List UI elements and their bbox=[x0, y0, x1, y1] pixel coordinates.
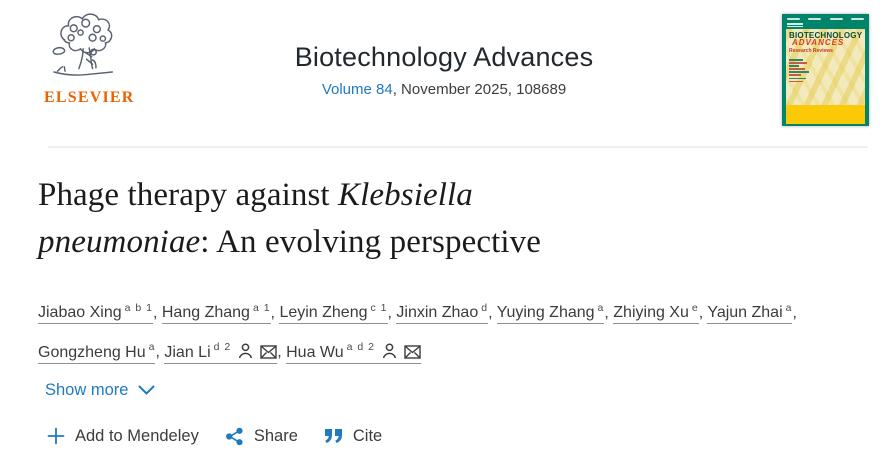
add-to-mendeley-button[interactable]: Add to Mendeley bbox=[47, 427, 199, 446]
author-list: Jiabao Xing a b 1, Hang Zhang a 1, Leyin Z… bbox=[38, 291, 843, 370]
author: Hang Zhang a 1 bbox=[161, 302, 271, 325]
author-link[interactable]: Yajun Zhai a bbox=[707, 302, 793, 325]
author-name: Yajun Zhai bbox=[707, 304, 783, 322]
author-name: Leyin Zheng bbox=[279, 304, 368, 322]
volume-link[interactable]: Volume 84 bbox=[321, 81, 393, 98]
author-name: Jian Li bbox=[164, 343, 211, 361]
author-affiliation-sup: a b 1 bbox=[124, 302, 153, 314]
author: Jiabao Xing a b 1 bbox=[38, 302, 153, 325]
cover-editor-text-bars bbox=[789, 59, 809, 84]
author-name: Gongzheng Hu bbox=[38, 343, 146, 361]
journal-cover-thumbnail[interactable]: BIOTECHNOLOGY ADVANCES Research Reviews bbox=[782, 14, 869, 126]
action-bar: Add to Mendeley Share Cite bbox=[47, 427, 888, 446]
corresponding-email-icon[interactable] bbox=[260, 344, 277, 359]
author-affiliation-sup: a 1 bbox=[252, 302, 271, 314]
chevron-down-icon bbox=[138, 385, 155, 396]
author-affiliation-sup: a bbox=[597, 302, 605, 314]
author-link[interactable]: Jian Li d 2 bbox=[164, 341, 278, 364]
cover-yellow-band bbox=[786, 105, 865, 124]
author-name: Hua Wu bbox=[286, 343, 344, 361]
author-affiliation-sup: d bbox=[481, 302, 489, 314]
author-affiliation-sup: e bbox=[691, 302, 699, 314]
title-text-tail: : An evolving perspective bbox=[200, 224, 541, 260]
author: Jian Li d 2 bbox=[164, 341, 278, 364]
journal-title-block: Biotechnology Advances Volume 84, Novemb… bbox=[0, 0, 888, 98]
header-divider bbox=[48, 146, 868, 148]
journal-header: ELSEVIER Biotechnology Advances Volume 8… bbox=[0, 0, 888, 148]
corresponding-email-icon[interactable] bbox=[404, 344, 421, 359]
author: Yajun Zhai a bbox=[707, 302, 793, 325]
author-link[interactable]: Yuying Zhang a bbox=[496, 302, 605, 325]
author-profile-icon[interactable] bbox=[382, 343, 397, 359]
elsevier-logo[interactable]: ELSEVIER bbox=[44, 12, 135, 107]
author: Gongzheng Hu a bbox=[38, 341, 156, 364]
quote-icon bbox=[324, 428, 343, 444]
author-name: Jiabao Xing bbox=[38, 304, 122, 322]
author-separator: , bbox=[387, 304, 397, 322]
author-name: Zhiying Xu bbox=[613, 304, 689, 322]
cover-journal-title: BIOTECHNOLOGY bbox=[789, 31, 863, 40]
author-separator: , bbox=[792, 304, 797, 322]
plus-icon bbox=[47, 427, 65, 445]
show-more-label: Show more bbox=[45, 380, 129, 399]
author-separator: , bbox=[604, 304, 614, 322]
cite-button[interactable]: Cite bbox=[324, 427, 382, 446]
author-link[interactable]: Gongzheng Hu a bbox=[38, 341, 156, 364]
author-affiliation-sup: a bbox=[148, 341, 156, 354]
author-separator: , bbox=[270, 304, 280, 322]
cover-mini-text-bars bbox=[787, 23, 869, 27]
author-link[interactable]: Jiabao Xing a b 1 bbox=[38, 302, 153, 325]
author-separator: , bbox=[698, 304, 708, 322]
elsevier-wordmark: ELSEVIER bbox=[44, 89, 135, 106]
cite-label: Cite bbox=[352, 426, 383, 445]
author-name: Hang Zhang bbox=[161, 304, 250, 322]
article-title: Phage therapy against Klebsiella pneumon… bbox=[38, 172, 618, 266]
title-text: Phage therapy against bbox=[38, 177, 339, 213]
author-link[interactable]: Hua Wu a d 2 bbox=[286, 341, 421, 364]
author-separator: , bbox=[488, 304, 497, 322]
author-profile-icon[interactable] bbox=[238, 343, 253, 359]
article-header: Phage therapy against Klebsiella pneumon… bbox=[0, 172, 888, 446]
add-to-mendeley-label: Add to Mendeley bbox=[75, 426, 199, 445]
author-affiliation-sup: a bbox=[785, 302, 793, 314]
author-link[interactable]: Hang Zhang a 1 bbox=[161, 302, 271, 325]
issue-info: , November 2025, 108689 bbox=[392, 81, 567, 98]
title-italic-species: Klebsiella pneumoniae bbox=[38, 177, 473, 260]
cover-tagline: Research Reviews bbox=[789, 48, 833, 54]
cover-top-text-bars bbox=[782, 14, 869, 22]
author: Leyin Zheng c 1 bbox=[279, 302, 388, 325]
author-affiliation-sup: d 2 bbox=[213, 341, 232, 354]
author-name: Yuying Zhang bbox=[496, 304, 595, 322]
share-button[interactable]: Share bbox=[225, 427, 298, 446]
author-name: Jinxin Zhao bbox=[396, 304, 479, 322]
journal-name-link[interactable]: Biotechnology Advances bbox=[294, 42, 594, 72]
author-affiliation-sup: c 1 bbox=[370, 302, 388, 314]
author: Hua Wu a d 2 bbox=[286, 341, 421, 364]
share-icon bbox=[225, 427, 244, 446]
author-separator: , bbox=[155, 343, 165, 361]
author-link[interactable]: Jinxin Zhao d bbox=[396, 302, 489, 325]
elsevier-tree-icon bbox=[45, 13, 123, 88]
author-separator: , bbox=[152, 304, 162, 322]
author-link[interactable]: Zhiying Xu e bbox=[613, 302, 699, 325]
share-label: Share bbox=[253, 426, 298, 445]
volume-line: Volume 84, November 2025, 108689 bbox=[0, 81, 888, 98]
author: Yuying Zhang a bbox=[496, 302, 605, 325]
show-more-button[interactable]: Show more bbox=[45, 381, 155, 400]
cover-body: BIOTECHNOLOGY ADVANCES Research Reviews bbox=[786, 29, 865, 105]
author: Jinxin Zhao d bbox=[396, 302, 489, 325]
author-affiliation-sup: a d 2 bbox=[346, 341, 375, 354]
author: Zhiying Xu e bbox=[613, 302, 699, 325]
author-link[interactable]: Leyin Zheng c 1 bbox=[279, 302, 388, 325]
author-separator: , bbox=[277, 343, 287, 361]
cover-journal-subtitle: ADVANCES bbox=[792, 38, 845, 47]
